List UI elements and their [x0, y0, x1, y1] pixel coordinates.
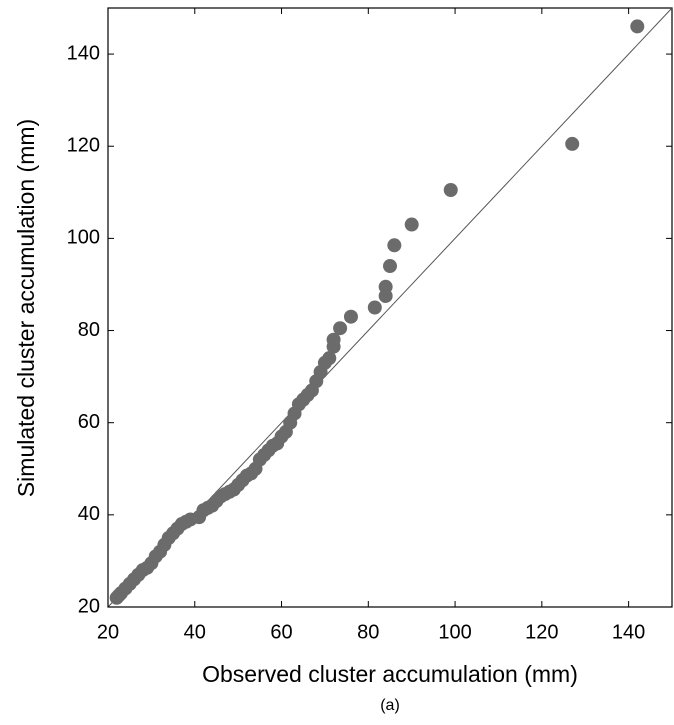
x-tick-label: 20	[97, 621, 119, 643]
x-tick-label: 60	[270, 621, 292, 643]
point	[383, 259, 397, 274]
point	[404, 217, 419, 232]
point	[378, 279, 393, 294]
point	[630, 19, 645, 34]
y-axis-label: Simulated cluster accumulation (mm)	[13, 119, 39, 497]
point	[326, 332, 341, 347]
point	[443, 183, 458, 198]
x-tick-label: 40	[184, 621, 206, 643]
y-tick-label: 80	[78, 319, 100, 341]
y-tick-label: 40	[78, 503, 100, 525]
point	[367, 300, 382, 315]
x-tick-label: 120	[525, 621, 558, 643]
y-tick-label: 120	[67, 135, 100, 157]
point	[333, 321, 348, 336]
x-axis-label: Observed cluster accumulation (mm)	[202, 661, 578, 687]
y-tick-label: 100	[67, 227, 100, 249]
point	[565, 136, 580, 151]
y-tick-label: 20	[78, 595, 100, 617]
plot-frame	[107, 7, 673, 608]
x-tick-label: 140	[612, 621, 645, 643]
point	[387, 238, 402, 253]
point	[322, 351, 337, 366]
x-tick-label: 80	[357, 621, 379, 643]
x-tick-label: 100	[438, 621, 471, 643]
caption: (a)	[380, 697, 400, 714]
y-tick-label: 140	[67, 42, 100, 64]
point	[343, 309, 358, 324]
y-tick-label: 60	[78, 411, 100, 433]
